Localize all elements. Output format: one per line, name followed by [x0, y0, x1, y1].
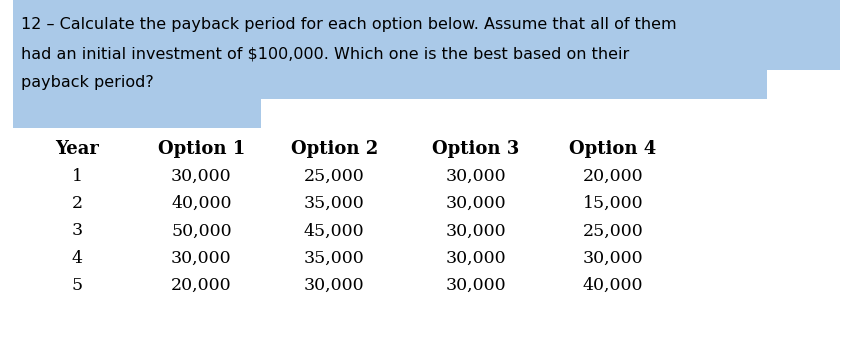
Text: 30,000: 30,000 [446, 277, 506, 294]
Text: 1: 1 [72, 168, 82, 185]
Text: 25,000: 25,000 [583, 222, 643, 239]
Text: 45,000: 45,000 [304, 222, 364, 239]
Text: 30,000: 30,000 [446, 195, 506, 212]
Text: 3: 3 [72, 222, 82, 239]
Text: 30,000: 30,000 [171, 250, 231, 267]
Text: 12 – Calculate the payback period for each option below. Assume that all of them: 12 – Calculate the payback period for ea… [21, 17, 677, 32]
Text: Option 4: Option 4 [569, 140, 656, 158]
Text: 30,000: 30,000 [446, 222, 506, 239]
Text: 20,000: 20,000 [171, 277, 231, 294]
Text: 20,000: 20,000 [583, 168, 643, 185]
Text: Option 1: Option 1 [158, 140, 245, 158]
Text: Year: Year [55, 140, 99, 158]
Text: 30,000: 30,000 [446, 250, 506, 267]
Text: 50,000: 50,000 [171, 222, 231, 239]
Bar [13, 8, 767, 99]
Text: Option 3: Option 3 [432, 140, 519, 158]
Bar [13, 0, 840, 70]
Text: 30,000: 30,000 [304, 277, 364, 294]
Text: 40,000: 40,000 [583, 277, 643, 294]
Text: 30,000: 30,000 [583, 250, 643, 267]
Text: 35,000: 35,000 [304, 195, 364, 212]
Text: 30,000: 30,000 [446, 168, 506, 185]
Text: 2: 2 [72, 195, 82, 212]
Text: 25,000: 25,000 [304, 168, 364, 185]
Text: had an initial investment of $100,000. Which one is the best based on their: had an initial investment of $100,000. W… [21, 46, 630, 61]
Text: 5: 5 [72, 277, 82, 294]
Bar [13, 37, 261, 128]
Text: 30,000: 30,000 [171, 168, 231, 185]
Text: payback period?: payback period? [21, 75, 154, 90]
Text: Option 2: Option 2 [291, 140, 378, 158]
Text: 35,000: 35,000 [304, 250, 364, 267]
Text: 40,000: 40,000 [171, 195, 231, 212]
Text: 15,000: 15,000 [583, 195, 643, 212]
Text: 4: 4 [72, 250, 82, 267]
